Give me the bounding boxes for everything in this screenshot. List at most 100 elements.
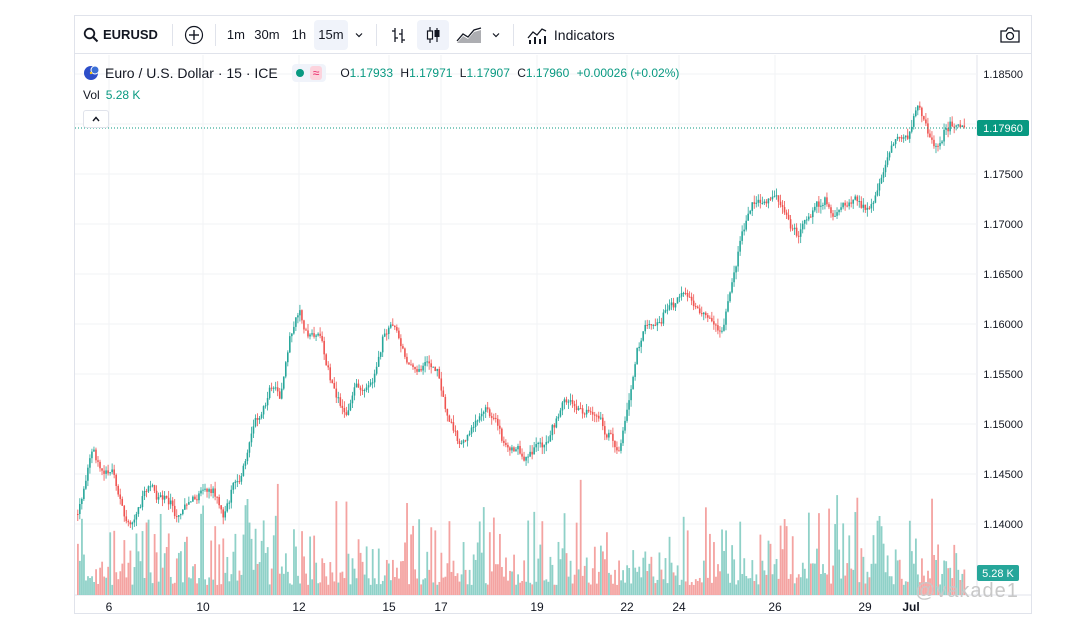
candle-body — [864, 204, 867, 210]
time-tick-label: 19 — [530, 600, 544, 613]
time-tick-label: 12 — [292, 600, 306, 613]
candle-body — [674, 303, 677, 308]
candle-body — [848, 202, 850, 207]
volume-bar — [725, 530, 727, 595]
collapse-legend-button[interactable] — [83, 110, 109, 128]
candle-body — [218, 497, 220, 506]
candle-body — [446, 408, 449, 416]
candle-body — [614, 440, 616, 448]
candle-body — [276, 387, 279, 392]
volume-bar — [246, 499, 249, 595]
volume-bar — [519, 582, 522, 595]
volume-bar — [394, 577, 396, 595]
volume-bar — [662, 579, 665, 595]
symbol-search-button[interactable]: EURUSD — [83, 20, 158, 50]
price-chart[interactable]: 1.14000 1.14500 1.15000 1.15500 1.16000 1.165… — [75, 55, 1031, 613]
candle-body — [840, 207, 842, 210]
volume-bar — [505, 557, 507, 595]
volume-bar — [906, 581, 909, 595]
volume-bar — [864, 583, 867, 595]
candle-body — [89, 458, 91, 468]
volume-bar — [563, 513, 566, 595]
volume-bar — [428, 569, 431, 595]
volume-bar — [741, 573, 744, 595]
candle-body — [474, 420, 477, 427]
candle-body — [953, 126, 955, 128]
candle-body — [434, 366, 437, 371]
candles-style-button[interactable] — [416, 19, 449, 50]
toolbar-divider — [512, 23, 514, 46]
volume-bar — [192, 566, 194, 595]
candle-body — [606, 434, 608, 438]
candle-body — [392, 324, 394, 326]
candle-body — [868, 207, 871, 209]
volume-bar — [115, 572, 118, 595]
candle-body — [824, 197, 826, 205]
candle-body — [83, 488, 85, 499]
candle-body — [216, 496, 218, 498]
compare-symbol-button[interactable] — [179, 20, 209, 50]
volume-bar — [418, 519, 421, 595]
candle-body — [783, 206, 786, 213]
indicators-button[interactable]: Indicators — [520, 20, 621, 50]
symbol-label: EURUSD — [103, 27, 158, 42]
candle-body — [707, 315, 709, 318]
volume-bar — [206, 584, 209, 595]
candle-body — [177, 515, 180, 517]
candle-body — [270, 387, 273, 389]
volume-bar — [672, 572, 675, 595]
bar-style-button[interactable] — [383, 20, 413, 50]
chart-type-dropdown[interactable] — [485, 20, 507, 50]
candle-body — [117, 485, 119, 495]
candle-body — [507, 444, 509, 448]
candle-body — [690, 296, 693, 301]
volume-bar — [828, 508, 830, 595]
volume-bar — [658, 552, 661, 595]
volume-bar — [143, 577, 146, 595]
candle-body — [234, 481, 237, 483]
candle-body — [157, 497, 160, 500]
snapshot-button[interactable] — [995, 20, 1025, 50]
candle-body — [161, 495, 164, 500]
candle-body — [311, 333, 313, 335]
price-tick-label: 1.14500 — [983, 469, 1023, 481]
candle-body — [624, 420, 626, 431]
search-icon — [83, 27, 99, 42]
candle-body — [949, 121, 951, 132]
candle-body — [410, 364, 412, 366]
volume-bar — [190, 578, 192, 595]
candle-body — [894, 139, 897, 145]
candle-body — [121, 498, 124, 506]
volume-bar — [870, 563, 873, 595]
timeframe-dropdown[interactable] — [348, 20, 370, 50]
volume-bar — [299, 583, 301, 595]
timeframe-1h-button[interactable]: 1h — [291, 27, 307, 42]
candle-body — [951, 121, 953, 127]
watermark: @vakade1 — [915, 580, 1019, 602]
candle-body — [139, 507, 142, 509]
volume-bar — [604, 559, 606, 595]
timeframe-1m-button[interactable]: 1m — [226, 27, 245, 42]
candle-body — [313, 333, 315, 337]
time-axis[interactable]: 6 10 12 15 17 19 22 24 26 29 Jul — [106, 600, 920, 613]
volume-bar — [719, 571, 721, 595]
candle-body — [373, 373, 376, 383]
price-axis[interactable]: 1.14000 1.14500 1.15000 1.15500 1.16000 1.165… — [983, 69, 1023, 531]
volume-bar — [117, 579, 120, 595]
timeframe-15m-button[interactable]: 15m — [313, 19, 348, 50]
timeframe-30m-button[interactable]: 30m — [254, 27, 280, 42]
market-status[interactable]: ≈ — [291, 64, 327, 82]
candle-body — [289, 336, 291, 353]
volume-bar — [375, 584, 378, 595]
volume-bar — [448, 521, 451, 595]
candle-body — [480, 413, 483, 417]
candle-body — [715, 324, 717, 326]
candle-body — [910, 126, 913, 132]
volume-bar — [301, 531, 303, 595]
candle-body — [765, 201, 768, 204]
price-tick-label: 1.15000 — [983, 419, 1023, 431]
candle-body — [684, 292, 687, 294]
candle-body — [535, 444, 537, 448]
area-style-button[interactable] — [453, 20, 485, 50]
volume-bar — [357, 539, 360, 595]
